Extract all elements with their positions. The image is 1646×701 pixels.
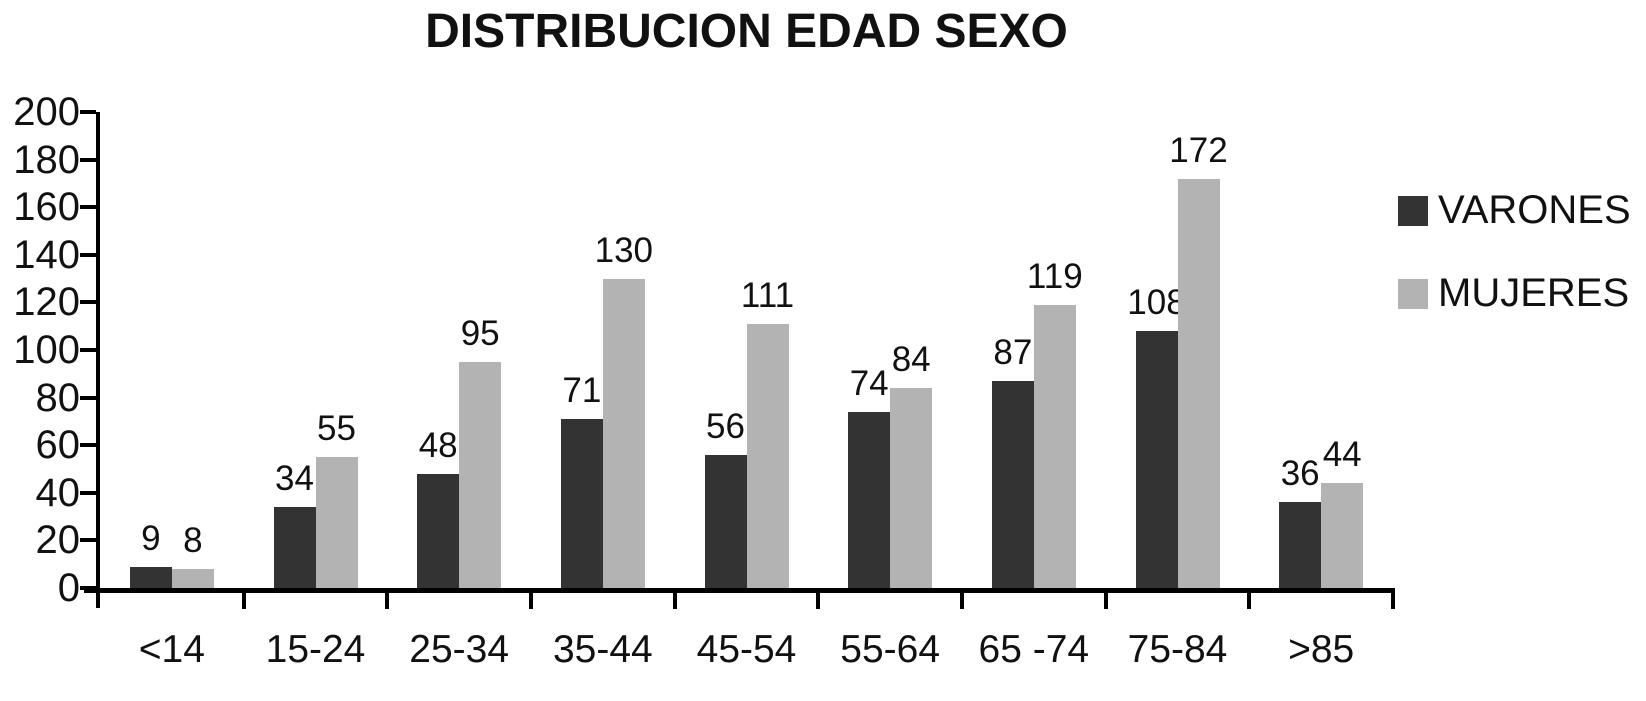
bar-varones	[704, 455, 747, 588]
y-axis-tick	[80, 490, 96, 495]
bar-mujeres	[171, 569, 214, 588]
bar-varones	[417, 474, 460, 588]
bar-value-label: 87	[993, 333, 1033, 372]
bar-mujeres	[1033, 305, 1076, 588]
x-axis-category-label: 15-24	[265, 628, 366, 671]
legend-swatch-icon	[1398, 278, 1428, 309]
legend-label: VARONES	[1438, 188, 1631, 232]
y-axis-tick-label: 100	[13, 328, 80, 372]
legend-label: MUJERES	[1438, 271, 1630, 315]
y-axis-line	[96, 112, 100, 608]
chart-title: DISTRIBUCION EDAD SEXO	[425, 5, 1068, 58]
y-axis-tick	[80, 252, 96, 257]
bar-varones	[991, 381, 1034, 588]
x-axis-tick	[1247, 593, 1252, 609]
x-axis-category-label: 65 -74	[978, 628, 1090, 671]
y-axis-tick	[80, 586, 96, 590]
bar-mujeres	[602, 279, 645, 588]
plot-area: 0 20 40 60 80 100 120 140 160 180 200 9 8 <14 34 55 15-2…	[13, 90, 1395, 671]
bar-mujeres	[1177, 179, 1220, 588]
x-axis-category-label: <14	[138, 628, 205, 671]
y-axis-tick	[80, 157, 96, 162]
y-axis-tick	[80, 395, 96, 400]
y-axis-tick	[80, 110, 96, 114]
y-axis-tick-label: 60	[35, 423, 81, 468]
bar-value-label: 56	[706, 407, 745, 446]
y-axis-tick-label: 80	[35, 375, 81, 420]
bar-value-label: 108	[1127, 283, 1186, 322]
bar-value-label: 111	[740, 276, 795, 315]
x-axis-tick	[529, 593, 533, 609]
y-axis-tick	[80, 443, 96, 448]
y-axis-tick-label: 140	[13, 232, 80, 277]
y-axis-tick	[80, 300, 96, 305]
x-axis-tick	[672, 593, 677, 609]
bar-value-label: 84	[891, 340, 931, 379]
bar-mujeres	[315, 457, 358, 588]
bar-value-label: 8	[183, 521, 203, 560]
x-axis-tick	[385, 593, 390, 609]
x-axis-category-label: 35-44	[552, 628, 653, 671]
legend: VARONES MUJERES	[1398, 188, 1631, 354]
y-axis-tick-label: 160	[13, 185, 80, 230]
y-axis-tick-label: 20	[35, 518, 81, 563]
bar-value-label: 34	[275, 459, 314, 498]
y-axis-tick-label: 0	[57, 566, 80, 610]
bar-value-label: 71	[562, 371, 602, 410]
bar-value-label: 36	[1280, 454, 1320, 493]
bar-varones	[129, 567, 172, 588]
y-axis-tick-label: 120	[13, 280, 80, 325]
bar-value-label: 74	[849, 364, 889, 403]
x-axis-tick	[241, 593, 246, 609]
y-axis-tick	[80, 205, 96, 210]
bar-mujeres	[459, 362, 502, 588]
bar-varones	[273, 507, 316, 588]
bar-value-label: 119	[1026, 257, 1083, 296]
legend-item-mujeres: MUJERES	[1398, 271, 1631, 316]
x-axis-tick	[960, 593, 964, 609]
x-axis-line	[84, 588, 1395, 593]
y-axis-tick-label: 180	[13, 137, 80, 182]
bar-mujeres	[890, 388, 933, 588]
bar-mujeres	[1321, 483, 1364, 588]
bar-mujeres	[746, 324, 789, 588]
legend-swatch-icon	[1398, 195, 1428, 226]
y-axis-tick	[80, 538, 96, 543]
bar-value-label: 9	[141, 519, 161, 558]
bar-varones	[1279, 502, 1322, 588]
bar-value-label: 130	[594, 231, 654, 270]
bar-value-label: 55	[317, 409, 356, 448]
bar-varones	[1135, 331, 1178, 588]
x-axis-tick	[1391, 593, 1395, 609]
y-axis-tick-label: 200	[13, 90, 80, 134]
legend-item-varones: VARONES	[1398, 188, 1631, 233]
x-axis-category-label: 55-64	[840, 628, 941, 671]
x-axis-category-label: 25-34	[409, 628, 510, 671]
y-axis-tick-label: 40	[35, 470, 81, 515]
bar-varones	[560, 419, 603, 588]
bar-value-label: 95	[460, 314, 500, 353]
x-axis-tick	[1103, 593, 1108, 609]
x-axis-category-label: >85	[1288, 628, 1355, 671]
x-axis-category-label: 45-54	[696, 628, 797, 671]
x-axis-category-label: 75-84	[1127, 628, 1228, 671]
bar-value-label: 48	[418, 426, 458, 465]
bar-varones	[848, 412, 891, 588]
x-axis-tick	[816, 593, 821, 609]
bar-value-label: 172	[1169, 131, 1228, 170]
bar-value-label: 44	[1322, 435, 1362, 474]
y-axis-tick	[80, 348, 96, 352]
